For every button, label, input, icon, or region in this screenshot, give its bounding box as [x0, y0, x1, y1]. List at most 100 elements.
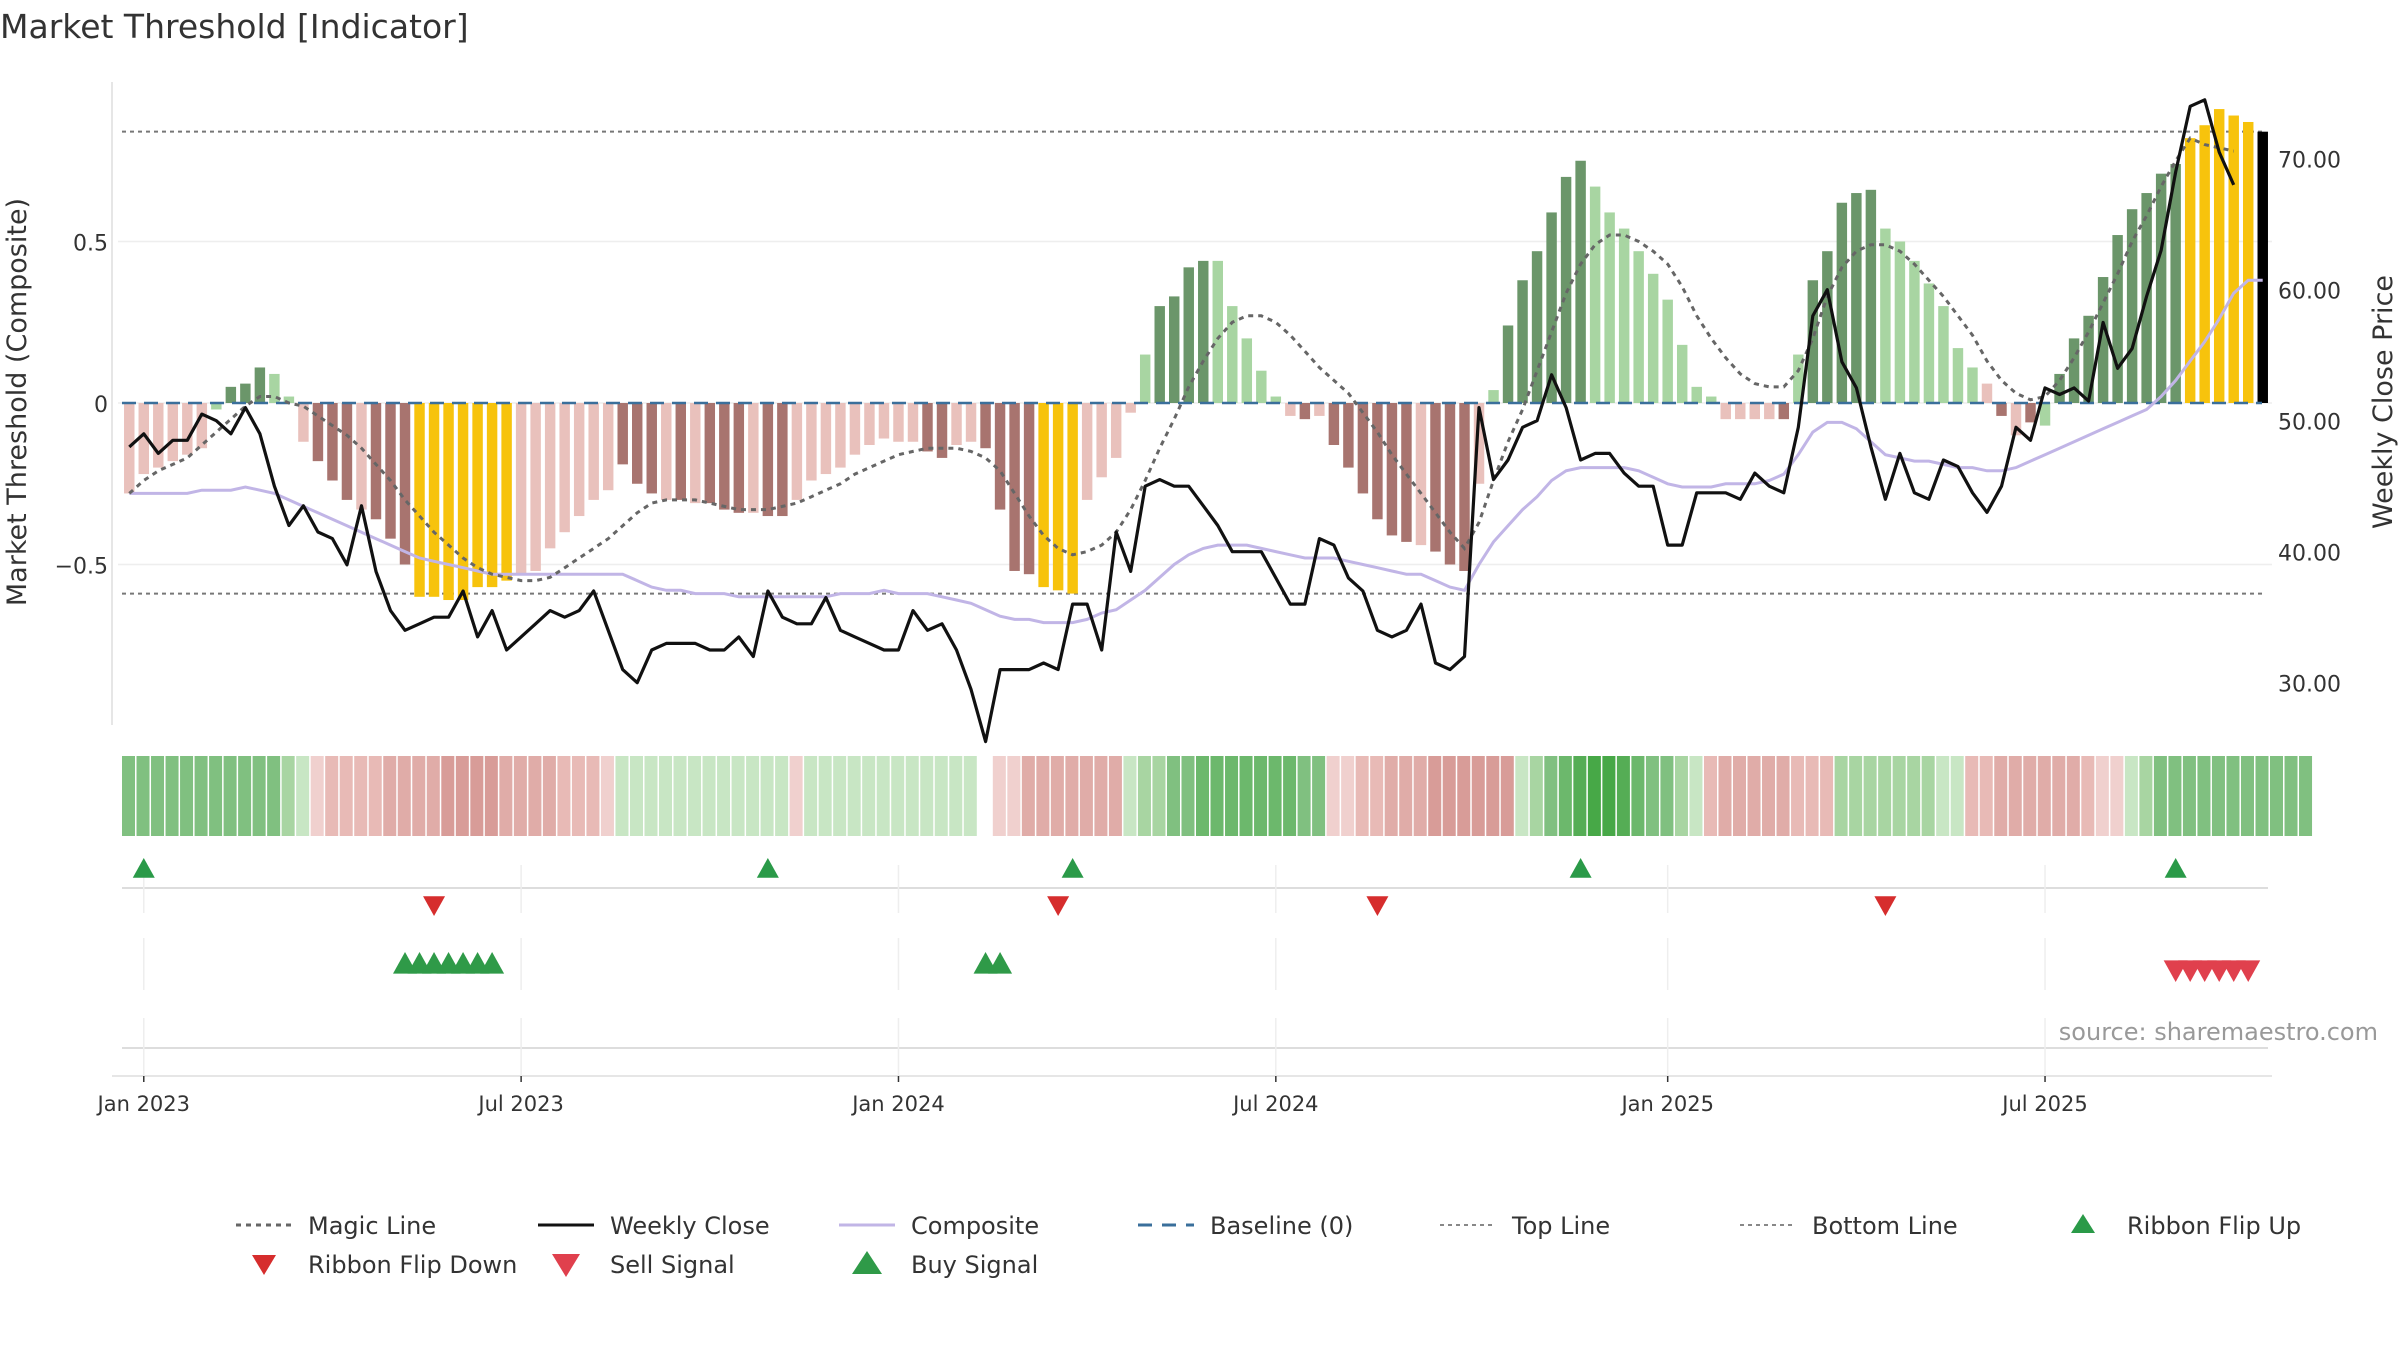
- ribbon-flip-up-marker: [1569, 858, 1592, 878]
- composite-bar: [1169, 296, 1180, 403]
- buy-signal-marker: [480, 952, 505, 974]
- composite-bar: [1706, 396, 1717, 403]
- composite-bar: [1618, 228, 1630, 403]
- composite-bar: [385, 403, 396, 539]
- ribbon-cell: [1166, 756, 1180, 836]
- ribbon-cell: [1791, 756, 1805, 836]
- ribbon-cell: [1239, 756, 1253, 836]
- composite-bar: [791, 403, 803, 500]
- composite-bar: [530, 403, 541, 571]
- ribbon-cell: [2066, 756, 2080, 836]
- legend: Magic Line Weekly Close Composite Baseline …: [236, 1212, 2301, 1279]
- ribbon-cell: [673, 756, 687, 836]
- ribbon-cell: [455, 756, 469, 836]
- ribbon-cell: [151, 756, 165, 836]
- ribbon-cell: [1181, 756, 1195, 836]
- composite-bar: [1256, 370, 1267, 403]
- composite-bar: [312, 403, 324, 462]
- ribbon-cell: [2008, 756, 2022, 836]
- legend-label: Buy Signal: [911, 1251, 1038, 1279]
- magic-line: [128, 136, 2235, 583]
- ribbon-cell: [1428, 756, 1442, 836]
- ribbon-cell: [1050, 756, 1064, 836]
- composite-bar: [2199, 125, 2210, 403]
- composite-bar: [2170, 163, 2181, 403]
- composite-bar: [1299, 403, 1311, 420]
- ribbon-cell: [615, 756, 629, 836]
- ribbon-cell: [1921, 756, 1935, 836]
- composite-bar: [428, 403, 440, 597]
- ribbon-cell: [1326, 756, 1340, 836]
- composite-bar: [1430, 403, 1441, 552]
- ribbon-flip-up-marker: [1061, 858, 1084, 878]
- ribbon-cell: [310, 756, 324, 836]
- ribbon-cell: [368, 756, 382, 836]
- ribbon-cell: [1602, 756, 1616, 836]
- ribbon-cell: [1834, 756, 1848, 836]
- ribbon-cell: [1471, 756, 1485, 836]
- ribbon-cell: [2037, 756, 2051, 836]
- composite-bar: [1488, 390, 1499, 403]
- ribbon-cell: [1747, 756, 1761, 836]
- composite-bar: [1967, 367, 1978, 403]
- ribbon-cell: [1268, 756, 1282, 836]
- y2-tick-label: 30.00: [2278, 673, 2341, 698]
- ribbon-cell: [1297, 756, 1311, 836]
- ribbon-cell: [1689, 756, 1703, 836]
- composite-bar: [240, 383, 251, 403]
- composite-bar: [632, 403, 643, 484]
- composite-bar: [1502, 325, 1514, 403]
- composite-bar: [1720, 403, 1731, 420]
- ribbon-cell: [992, 756, 1006, 836]
- composite-bar: [1589, 186, 1601, 403]
- composite-bar: [733, 403, 745, 513]
- ribbon-cell: [629, 756, 643, 836]
- composite-bar: [661, 403, 672, 500]
- composite-bar: [878, 403, 890, 439]
- ribbon-cell: [1254, 756, 1268, 836]
- composite-bar: [1052, 403, 1064, 591]
- ribbon-cell: [1384, 756, 1398, 836]
- y2-tick-label: 70.00: [2278, 149, 2341, 174]
- legend-item-sell: Sell Signal: [552, 1251, 735, 1279]
- ribbon-cell: [1645, 756, 1659, 836]
- composite-line: [129, 278, 2263, 625]
- composite-bar: [2112, 235, 2123, 403]
- ribbon-cell: [775, 756, 789, 836]
- ribbon-cell: [2153, 756, 2167, 836]
- ribbon-cell: [2023, 756, 2037, 836]
- legend-label: Ribbon Flip Down: [308, 1251, 517, 1279]
- y2-tick-label: 50.00: [2278, 411, 2341, 436]
- ribbon-cell: [934, 756, 948, 836]
- legend-label: Ribbon Flip Up: [2127, 1212, 2301, 1240]
- composite-bar: [283, 396, 295, 403]
- ribbon-cell: [920, 756, 934, 836]
- composite-bar: [646, 403, 657, 494]
- ribbon-cell: [354, 756, 368, 836]
- composite-bar: [1647, 273, 1659, 403]
- x-tick-label: Jul 2023: [476, 1092, 563, 1116]
- composite-bar: [1444, 403, 1456, 565]
- ribbon-cell: [833, 756, 847, 836]
- main-plot: 0.5 0 −0.5 70.00 60.00 50.00 40.00 30.00: [55, 82, 2341, 744]
- composite-bar: [1328, 403, 1340, 445]
- ribbon-flip-down-marker: [1047, 896, 1070, 916]
- composite-bar: [1822, 251, 1833, 403]
- composite-bar: [2068, 338, 2080, 403]
- composite-bar: [1531, 251, 1543, 403]
- ribbon-flip-up-marker: [132, 858, 155, 878]
- ribbon-cell: [484, 756, 498, 836]
- composite-bar: [1938, 306, 1949, 403]
- x-tick-label: Jan 2024: [850, 1092, 945, 1116]
- ribbon-cell: [2299, 756, 2313, 836]
- composite-bar: [748, 403, 759, 513]
- ribbon-cell: [1863, 756, 1877, 836]
- composite-bar: [1009, 403, 1020, 571]
- composite-bar: [1415, 403, 1427, 546]
- ribbon-cell: [1979, 756, 1993, 836]
- composite-bar: [1270, 396, 1282, 403]
- composite-bar: [922, 403, 933, 452]
- composite-bar: [2213, 109, 2225, 403]
